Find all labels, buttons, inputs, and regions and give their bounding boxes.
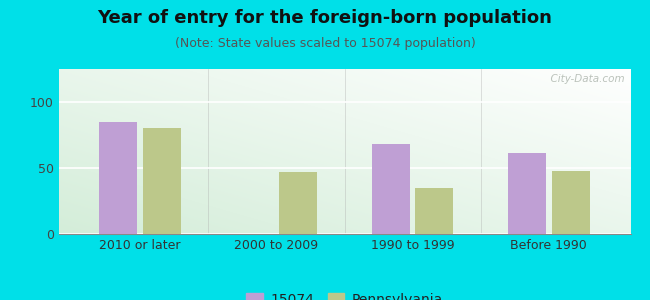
Text: City-Data.com: City-Data.com <box>544 74 625 84</box>
Bar <box>279 172 317 234</box>
Bar <box>99 122 138 234</box>
Bar <box>143 128 181 234</box>
Legend: 15074, Pennsylvania: 15074, Pennsylvania <box>241 288 448 300</box>
Bar <box>508 154 546 234</box>
Bar <box>415 188 454 234</box>
Bar <box>551 171 590 234</box>
Text: (Note: State values scaled to 15074 population): (Note: State values scaled to 15074 popu… <box>175 38 475 50</box>
Bar <box>372 144 410 234</box>
Text: Year of entry for the foreign-born population: Year of entry for the foreign-born popul… <box>98 9 552 27</box>
